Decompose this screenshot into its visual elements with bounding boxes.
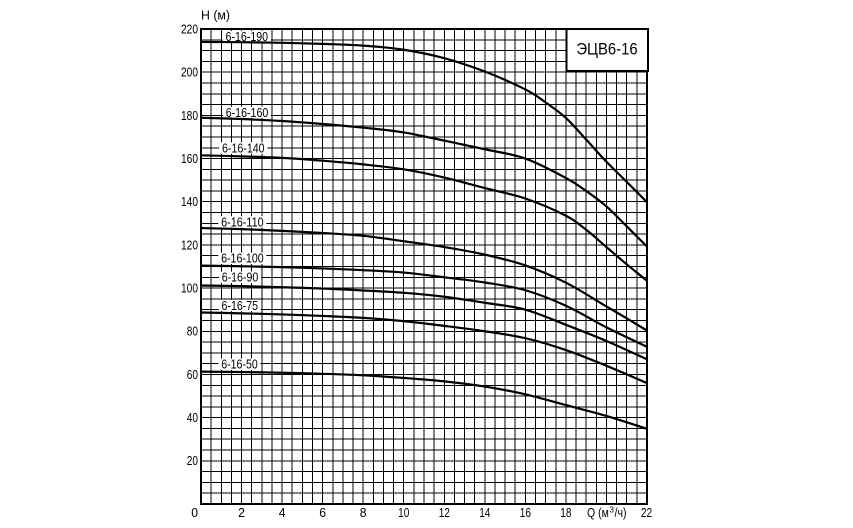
svg-text:6-16-100: 6-16-100 <box>221 252 264 266</box>
svg-text:6-16-90: 6-16-90 <box>222 271 259 285</box>
svg-text:2: 2 <box>238 506 245 520</box>
svg-text:14: 14 <box>479 506 490 520</box>
svg-text:6-16-110: 6-16-110 <box>221 215 264 229</box>
svg-text:180: 180 <box>181 109 198 123</box>
svg-text:16: 16 <box>520 506 531 520</box>
svg-text:6-16-160: 6-16-160 <box>226 106 269 120</box>
svg-text:6-16-140: 6-16-140 <box>222 141 265 155</box>
svg-text:120: 120 <box>181 238 198 252</box>
svg-text:22: 22 <box>641 506 652 520</box>
svg-text:160: 160 <box>181 152 198 166</box>
svg-text:6-16-75: 6-16-75 <box>222 299 259 313</box>
svg-text:/ч): /ч) <box>615 505 627 520</box>
svg-text:0: 0 <box>191 506 198 520</box>
svg-text:4: 4 <box>279 506 286 520</box>
svg-text:6-16-50: 6-16-50 <box>221 358 258 372</box>
svg-text:60: 60 <box>187 368 198 382</box>
svg-text:20: 20 <box>187 454 198 468</box>
svg-text:18: 18 <box>560 506 571 520</box>
svg-text:10: 10 <box>398 506 409 520</box>
svg-text:ЭЦВ6-16: ЭЦВ6-16 <box>576 40 637 59</box>
svg-text:H (м): H (м) <box>201 8 230 23</box>
svg-text:6-16-190: 6-16-190 <box>226 30 269 44</box>
svg-text:140: 140 <box>181 195 198 209</box>
svg-text:80: 80 <box>187 325 198 339</box>
svg-text:3: 3 <box>609 505 614 514</box>
svg-text:100: 100 <box>181 282 198 296</box>
svg-text:40: 40 <box>187 411 198 425</box>
svg-text:6: 6 <box>319 506 326 520</box>
svg-text:220: 220 <box>181 22 198 36</box>
svg-text:8: 8 <box>360 506 367 520</box>
svg-text:Q (м: Q (м <box>587 505 609 520</box>
svg-text:12: 12 <box>439 506 450 520</box>
svg-text:200: 200 <box>181 66 198 80</box>
